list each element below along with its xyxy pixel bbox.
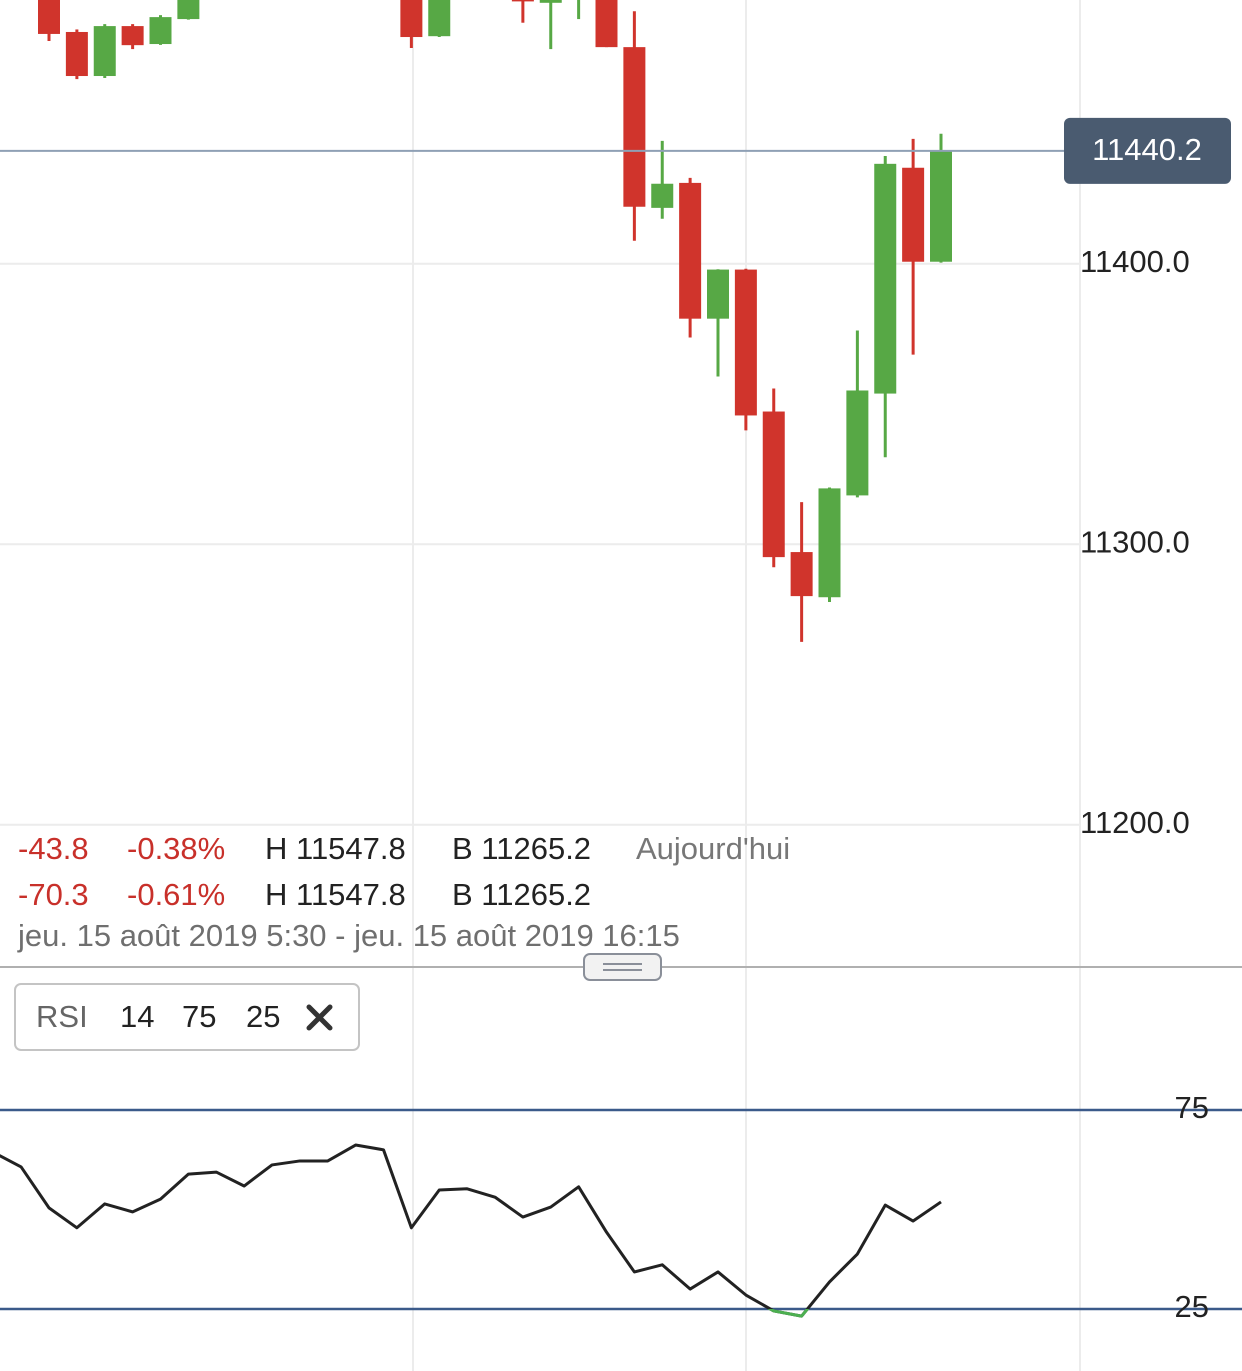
legend-box [14, 983, 360, 1051]
last-price-box [1064, 117, 1231, 184]
candle-body [930, 150, 952, 262]
y-tick-label: 11300.0 [1080, 524, 1190, 559]
candle-body [121, 26, 144, 46]
candle-body [595, 0, 618, 48]
y-tick-label: 75 [1175, 1090, 1209, 1125]
date-range: jeu. 15 août 2019 5:30 - jeu. 15 août 20… [17, 918, 680, 953]
candle-body [679, 182, 702, 319]
candle-body [818, 488, 841, 598]
info-value: H 11547.8 [265, 831, 406, 866]
candle-body [623, 47, 646, 207]
info-value: H 11547.8 [265, 877, 406, 912]
y-tick-label: 11200.0 [1080, 805, 1190, 840]
indicator-oversold: 25 [246, 999, 280, 1034]
info-value: B 11265.2 [452, 831, 591, 866]
rsi-line-oversold [767, 1308, 810, 1318]
info-value: Aujourd'hui [636, 831, 790, 866]
candle-body [177, 0, 200, 20]
price-axis: 11200.0 11300.0 11400.0 11440.2 [1064, 117, 1231, 840]
handle[interactable] [583, 953, 662, 981]
candle-body [428, 0, 451, 37]
rsi-pane: 25 75 [0, 1090, 1242, 1324]
candle-body [874, 163, 897, 394]
candle-body [93, 26, 116, 77]
indicator-legend: RSI 14 75 25 [14, 983, 360, 1051]
last-price-label: 11440.2 [1092, 132, 1202, 167]
candle-body [651, 183, 674, 208]
candle-body [790, 552, 813, 597]
candle-body [38, 0, 60, 34]
close-icon[interactable] [306, 1004, 333, 1031]
info-value: -43.8 [18, 831, 89, 866]
indicator-period: 14 [120, 999, 154, 1034]
candle-body [539, 0, 562, 3]
candle-body [65, 31, 88, 77]
candle-body [734, 269, 757, 416]
candle-body [762, 411, 785, 558]
y-tick-label: 25 [1175, 1289, 1209, 1324]
price-pane [0, 0, 1080, 826]
info-value: -0.61% [127, 877, 225, 912]
candle-body [846, 390, 869, 496]
vertical-grid [412, 0, 1081, 1371]
candle-body [400, 0, 423, 38]
indicator-overbought: 75 [182, 999, 216, 1034]
candle-body [511, 0, 534, 2]
info-value: B 11265.2 [452, 877, 591, 912]
info-value: -70.3 [18, 877, 89, 912]
close-stroke[interactable] [306, 1004, 333, 1031]
indicator-name: RSI [36, 999, 88, 1034]
info-value: -0.38% [127, 831, 225, 866]
y-tick-label: 11400.0 [1080, 244, 1190, 279]
candle-body [902, 167, 925, 262]
candle-body [707, 269, 729, 319]
resize-handle[interactable] [583, 953, 662, 981]
info: -43.8 -0.38% H 11547.8 B 11265.2 Aujourd'hui… [17, 831, 790, 953]
candle-body [149, 17, 172, 45]
